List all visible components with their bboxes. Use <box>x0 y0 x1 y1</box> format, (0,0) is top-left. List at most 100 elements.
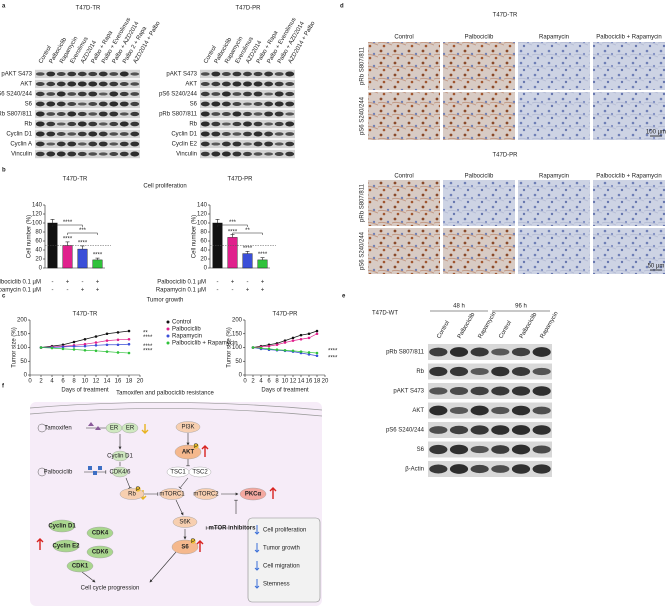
blot-band <box>243 81 252 87</box>
blot-band <box>130 82 140 86</box>
blot-band <box>264 141 274 147</box>
blot-title: T47D-PR <box>235 6 261 12</box>
ihc-image <box>518 42 590 90</box>
blot-band <box>532 347 551 357</box>
lane-label: Control <box>498 320 513 340</box>
blot-band <box>98 111 108 117</box>
legend-marker <box>166 327 170 331</box>
blot-band <box>211 142 221 146</box>
blot-band <box>130 151 140 157</box>
data-point <box>307 351 311 354</box>
blot-band <box>511 405 531 416</box>
blot-band <box>264 101 274 107</box>
blot-row-label: S6 <box>417 447 425 453</box>
y-tick-label: 0 <box>204 266 208 272</box>
blot-band <box>285 91 295 97</box>
ihc-column-label: Rapamycin <box>539 35 569 41</box>
y-tick-label: 20 <box>35 257 42 263</box>
blot-band <box>119 71 129 77</box>
blot-band <box>56 111 66 117</box>
blot-band <box>243 102 252 106</box>
data-point <box>251 346 255 349</box>
blot-row-label: pRb S807/811 <box>386 350 425 356</box>
blot-band <box>532 406 551 415</box>
blot-row-label: Cyclin D1 <box>6 132 32 138</box>
bar <box>242 253 253 269</box>
blot-band <box>253 141 263 147</box>
blot-band <box>274 81 284 87</box>
blot-band <box>88 131 98 137</box>
blot-band <box>109 91 119 97</box>
blot-band <box>56 72 66 76</box>
outcome-box <box>247 517 321 603</box>
outcome-label: Stemness <box>263 582 290 588</box>
blot-row-label: pRb S807/811 <box>159 112 198 118</box>
y-tick-label: 50 <box>20 359 27 365</box>
data-point <box>259 346 263 350</box>
blot-strip <box>35 69 140 79</box>
ihc-image <box>518 180 590 226</box>
blot-band <box>119 121 129 127</box>
blot-band <box>200 91 210 97</box>
blot-band <box>264 81 274 87</box>
blot-band <box>264 131 274 137</box>
ihc-column-label: Control <box>394 174 413 180</box>
blot-band <box>67 141 77 147</box>
blot-band <box>285 151 295 157</box>
data-point <box>105 343 109 347</box>
x-tick-label: 20 <box>137 379 144 385</box>
blot-band <box>470 367 489 376</box>
data-point <box>267 347 271 351</box>
x-tick-label: 16 <box>115 379 122 385</box>
diagram-node <box>86 545 114 559</box>
significance-label: **** <box>228 229 238 235</box>
significance-label: ** <box>143 331 148 337</box>
blot-band <box>253 131 263 137</box>
diagram-node <box>171 539 199 555</box>
blot-band <box>449 425 469 435</box>
data-point <box>94 341 98 344</box>
blot-band <box>243 151 252 157</box>
blot-row-label: Rb <box>24 122 32 128</box>
y-tick-label: 0 <box>239 373 243 379</box>
blot-band <box>285 141 295 147</box>
blot-band <box>429 464 448 474</box>
ihc-title: T47D-PR <box>492 153 518 159</box>
data-point <box>94 344 98 347</box>
data-point <box>61 347 65 351</box>
phospho-mark <box>190 538 196 544</box>
y-tick-label: 150 <box>232 331 243 337</box>
blot-band <box>449 387 469 395</box>
blot-band <box>274 151 284 157</box>
blot-band <box>119 112 129 116</box>
significance-bracket <box>232 232 263 235</box>
treatment-sign: - <box>217 280 219 286</box>
diagram-node <box>188 466 212 478</box>
diagram-label: Palbociclib <box>44 470 73 476</box>
blot-band <box>243 131 252 137</box>
phospho-mark <box>135 486 141 492</box>
blot-band <box>221 111 231 117</box>
y-tick-label: 60 <box>35 239 42 245</box>
blot-band <box>211 71 221 77</box>
significance-label: *** <box>229 220 237 226</box>
blot-band <box>243 121 252 127</box>
y-tick-label: 200 <box>17 318 28 324</box>
data-point <box>315 354 319 358</box>
ihc-image <box>443 92 515 140</box>
blot-band <box>119 132 129 136</box>
blot-band <box>243 71 252 77</box>
blot-band <box>109 72 119 76</box>
phospho-label: P <box>194 444 198 450</box>
y-tick-label: 140 <box>32 203 43 209</box>
blot-band <box>56 101 66 107</box>
blot-band <box>130 92 140 96</box>
y-axis-label: Tumor size (%) <box>12 327 18 367</box>
phospho-label: P <box>136 487 140 493</box>
blot-band <box>532 464 551 474</box>
blot-band <box>491 366 510 377</box>
significance-label: **** <box>328 355 338 361</box>
treatment-name: Palbociclib 0.1 µM <box>157 280 206 286</box>
blot-strip <box>35 139 140 149</box>
blot-band <box>243 91 252 97</box>
